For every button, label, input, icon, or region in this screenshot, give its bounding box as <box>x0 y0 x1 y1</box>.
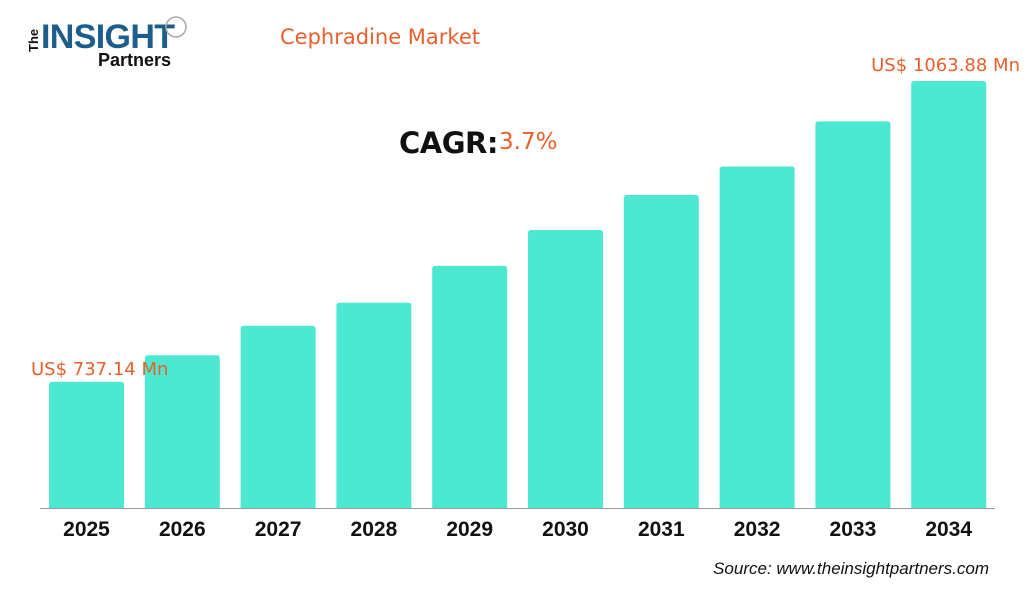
x-tick-label: 2025 <box>63 518 110 541</box>
bar-2034 <box>911 81 987 508</box>
bar-2033 <box>815 121 891 509</box>
bar-2030 <box>528 230 603 508</box>
bar-2031 <box>623 195 699 508</box>
x-tick-label: 2034 <box>925 518 972 541</box>
cagr-value: 3.7% <box>499 129 558 155</box>
data-label-last: US$ 1063.88 Mn <box>871 55 1020 76</box>
svg-text:The: The <box>28 29 41 52</box>
svg-text:INSIGHT: INSIGHT <box>41 18 175 56</box>
bar-2027 <box>240 325 316 508</box>
bar-2032 <box>719 166 795 508</box>
x-tick-label: 2028 <box>351 518 398 541</box>
bar-2025 <box>49 381 124 508</box>
x-tick-label: 2033 <box>830 518 877 541</box>
chart-title: Cephradine Market <box>280 25 480 49</box>
x-tick-label: 2029 <box>446 518 493 541</box>
x-tick-label: 2030 <box>542 518 589 541</box>
bar-2028 <box>336 302 412 508</box>
bar-2029 <box>432 265 508 508</box>
x-tick-label: 2031 <box>638 518 685 541</box>
x-tick-label: 2027 <box>255 518 302 541</box>
bar-2026 <box>144 355 220 508</box>
x-tick-label: 2032 <box>734 518 781 541</box>
cagr-label: CAGR: <box>399 126 498 160</box>
data-label-first: US$ 737.14 Mn <box>31 359 168 380</box>
source-text: Source: www.theinsightpartners.com <box>713 559 989 578</box>
x-tick-label: 2026 <box>159 518 206 541</box>
svg-text:Partners: Partners <box>98 50 171 70</box>
the-insight-partners-logo: The INSIGHT Partners <box>28 16 187 70</box>
